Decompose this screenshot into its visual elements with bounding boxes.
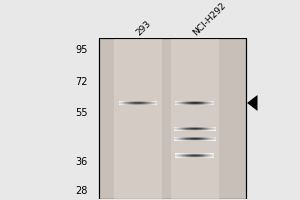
Bar — [99, 38, 246, 199]
Bar — [99, 38, 246, 199]
Text: 36: 36 — [75, 157, 87, 167]
Polygon shape — [247, 95, 257, 111]
Text: NCI-H292: NCI-H292 — [191, 1, 228, 37]
Text: 28: 28 — [75, 186, 87, 196]
Text: 95: 95 — [75, 45, 87, 55]
Bar — [171, 38, 219, 199]
Text: 55: 55 — [75, 108, 87, 118]
Text: 293: 293 — [135, 19, 153, 37]
Bar — [114, 38, 162, 199]
Text: 72: 72 — [75, 77, 87, 87]
